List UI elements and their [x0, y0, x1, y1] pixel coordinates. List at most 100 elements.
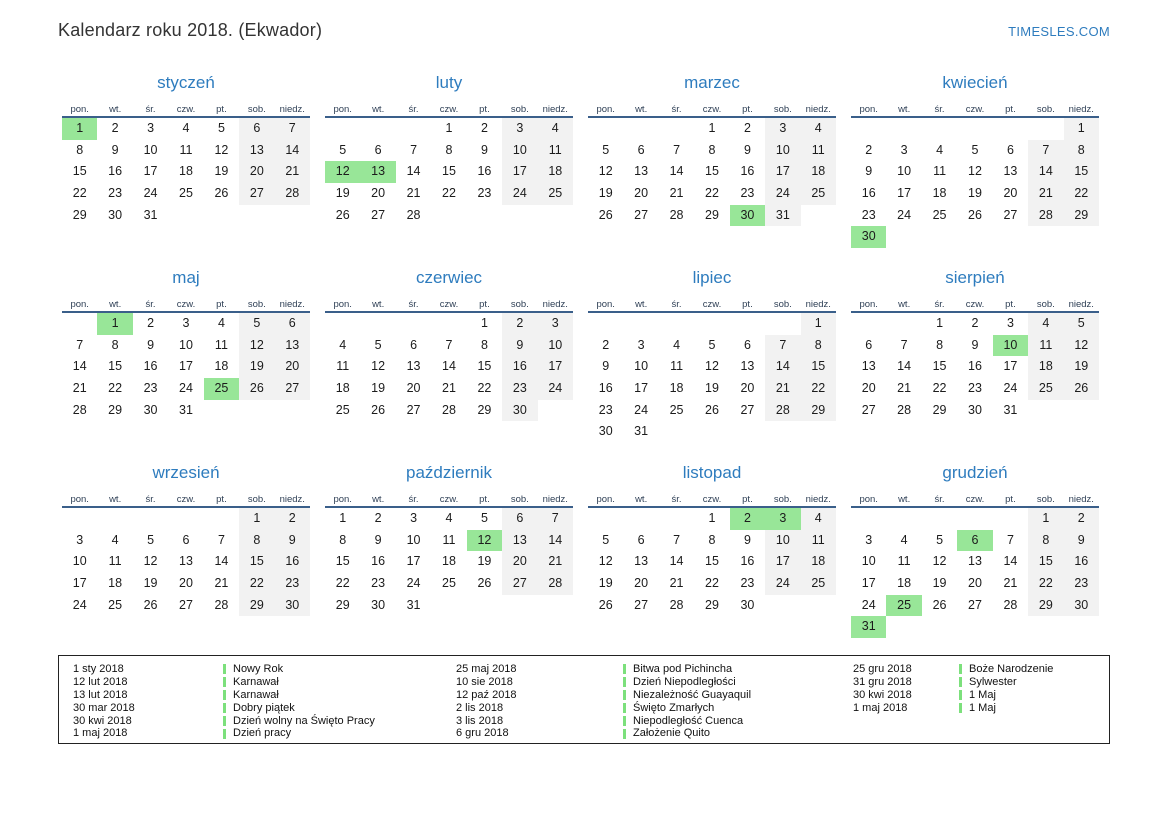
empty-day-cell [851, 118, 886, 140]
day-cell: 5 [602, 142, 610, 157]
day-cell: 8 [708, 532, 716, 547]
day-cell: 20 [740, 381, 755, 396]
day-cell: 16 [598, 381, 613, 396]
legend-date: 30 kwi 2018 [853, 688, 912, 701]
weekday-header-row: pon. wt. śr. czw. pt. sob. niedz. [62, 490, 310, 508]
day-cell: 24 [143, 186, 158, 201]
empty-day-cell [1028, 226, 1063, 248]
day-cell: 29 [239, 594, 275, 617]
day-cell: 9 [480, 142, 488, 157]
month-title-june: czerwiec [415, 268, 483, 287]
day-cell: 3 [900, 142, 908, 157]
weekday-label: pt. [216, 299, 227, 310]
day-cell: 4 [111, 532, 119, 547]
day-cell: 10 [861, 554, 876, 569]
day-cell: 17 [765, 161, 801, 184]
weekday-label: śr. [408, 494, 419, 505]
weekday-label: niedz. [1068, 494, 1094, 505]
day-cell: 14 [669, 554, 684, 569]
day-cell: 31 [851, 616, 887, 639]
weekday-label: śr. [934, 494, 945, 505]
day-cell: 11 [108, 554, 122, 569]
empty-day-cell [957, 508, 992, 530]
day-cell: 5 [971, 142, 979, 157]
weekday-label: śr. [934, 299, 945, 310]
day-cell: 26 [143, 597, 158, 612]
day-cell: 7 [76, 337, 84, 352]
weekday-label: śr. [671, 299, 682, 310]
month-september: wrzesień pon. wt. śr. czw. pt. sob. niedz. 1 2 3 4 5… [62, 462, 310, 636]
day-cell: 27 [502, 573, 538, 595]
day-cell: 28 [406, 207, 421, 222]
holiday-marker-icon [223, 728, 226, 739]
week-row: 15 16 17 18 19 20 21 [62, 161, 310, 184]
day-cell: 10 [634, 359, 649, 374]
week-row: 28 29 30 31 [62, 400, 310, 422]
day-cell: 22 [1063, 183, 1099, 205]
empty-day-cell [623, 508, 658, 530]
legend-holiday-name: Sylwester [959, 676, 1139, 689]
month-title-march: marzec [684, 73, 740, 92]
day-cell: 8 [1028, 529, 1064, 552]
weekday-header-row: pon. wt. śr. czw. pt. sob. niedz. [851, 100, 1099, 118]
month-october: październik pon. wt. śr. czw. pt. sob. niedz. 1 2… [325, 462, 573, 636]
day-cell: 25 [669, 402, 684, 417]
empty-day-cell [694, 313, 729, 335]
week-row: 22 23 24 25 26 27 28 [62, 183, 310, 205]
day-cell: 1 [62, 118, 98, 140]
day-cell: 31 [143, 207, 158, 222]
empty-day-cell [204, 400, 239, 422]
weekday-label: wt. [372, 299, 385, 310]
legend-holiday-label: Boże Narodzenie [969, 663, 1054, 675]
legend-holiday-label: Założenie Quito [633, 727, 711, 740]
day-cell: 1 [1028, 508, 1064, 530]
site-link[interactable]: TIMESLES.COM [1008, 24, 1110, 39]
day-cell: 3 [76, 532, 84, 547]
day-cell: 27 [179, 597, 193, 612]
day-cell: 26 [214, 186, 229, 201]
day-cell: 15 [705, 164, 719, 179]
day-cell: 15 [335, 554, 350, 569]
day-cell: 23 [371, 576, 386, 591]
day-cell: 7 [673, 142, 681, 157]
empty-day-cell [502, 595, 537, 617]
day-cell: 27 [634, 597, 649, 612]
weekday-label: wt. [635, 104, 648, 115]
day-cell: 20 [274, 356, 310, 379]
empty-day-cell [1028, 118, 1063, 140]
empty-day-cell [659, 118, 694, 140]
day-cell: 25 [1028, 378, 1064, 400]
day-cell: 26 [1063, 378, 1099, 400]
holiday-marker-icon [223, 716, 226, 726]
day-cell: 13 [360, 161, 396, 184]
day-cell: 7 [1006, 532, 1014, 547]
empty-day-cell [588, 508, 623, 530]
day-cell: 14 [897, 359, 912, 374]
week-row: 19 20 21 22 23 24 25 [588, 183, 836, 205]
weekday-label: pt. [1005, 104, 1016, 115]
month-title-november: listopad [682, 463, 742, 482]
day-cell: 10 [502, 139, 538, 162]
day-cell: 21 [1003, 576, 1018, 591]
day-cell: 16 [502, 356, 538, 379]
day-cell: 25 [886, 594, 922, 617]
day-cell: 27 [371, 207, 386, 222]
weekday-label: czw. [702, 494, 722, 505]
month-title-february: luty [435, 73, 463, 92]
day-cell: 22 [932, 381, 947, 396]
legend-date: 13 lut 2018 [73, 688, 128, 701]
day-cell: 4 [673, 337, 681, 352]
day-cell: 15 [442, 164, 456, 179]
week-row: 4 5 6 7 8 9 10 [325, 334, 573, 357]
day-cell: 21 [537, 551, 573, 574]
day-cell: 18 [442, 554, 456, 569]
day-cell: 19 [932, 576, 947, 591]
day-cell: 26 [598, 207, 613, 222]
weekday-label: sob. [1036, 494, 1055, 505]
day-cell: 27 [274, 378, 310, 400]
day-cell: 24 [634, 402, 649, 417]
